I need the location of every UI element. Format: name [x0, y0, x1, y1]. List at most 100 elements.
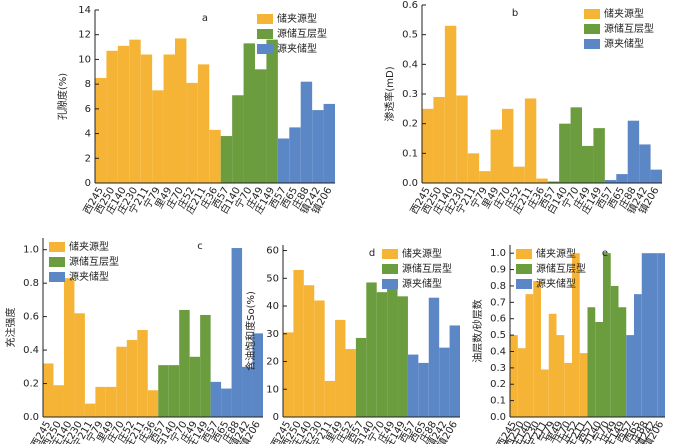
- bar: [152, 90, 164, 183]
- legend-swatch: [516, 264, 532, 274]
- bar: [510, 335, 518, 417]
- bar: [604, 180, 617, 183]
- bar: [303, 285, 315, 417]
- y-tick-label: 0.4: [402, 59, 418, 70]
- legend-swatch: [584, 24, 600, 34]
- bar: [627, 120, 640, 183]
- bar: [657, 253, 665, 417]
- bar: [53, 385, 64, 417]
- bar: [559, 123, 571, 183]
- y-tick-label: 0.4: [23, 345, 39, 356]
- panel-label: d: [369, 248, 375, 259]
- legend-label: 源夹储型: [402, 277, 442, 290]
- bar: [179, 309, 190, 417]
- y-tick-label: 0.0: [490, 412, 506, 423]
- y-axis-label: 孔隙度(%): [56, 73, 69, 120]
- y-axis-label: 渗透率(mD): [383, 66, 396, 121]
- bar: [479, 171, 491, 183]
- bar: [231, 248, 243, 417]
- bar: [300, 81, 313, 183]
- bar: [618, 307, 627, 417]
- y-tick-label: 0.1: [490, 396, 506, 407]
- y-tick-label: 0.3: [490, 363, 506, 374]
- bar: [168, 365, 180, 417]
- bar: [200, 314, 211, 417]
- bar: [513, 166, 525, 183]
- bar: [418, 362, 429, 417]
- bar: [533, 281, 541, 417]
- y-tick-label: 30: [266, 329, 279, 340]
- bar: [277, 138, 290, 183]
- legend-swatch: [584, 9, 600, 19]
- bar: [335, 319, 346, 417]
- y-axis-label: 充注强度: [4, 308, 17, 348]
- legend-swatch: [516, 249, 532, 259]
- bar: [456, 95, 468, 183]
- bar: [570, 107, 582, 183]
- bar: [63, 278, 75, 417]
- y-tick-label: 0.2: [23, 379, 39, 390]
- bar: [209, 129, 221, 183]
- y-tick-label: 0.0: [23, 412, 39, 423]
- bar: [129, 39, 141, 184]
- y-tick-label: 0.3: [402, 89, 418, 100]
- y-tick-label: 2: [85, 153, 91, 164]
- bar: [74, 313, 85, 417]
- bar: [595, 321, 603, 417]
- legend-label: 源储互层型: [69, 255, 119, 268]
- bar: [547, 181, 560, 183]
- bar: [433, 96, 445, 183]
- y-tick-label: 0.1: [402, 148, 418, 159]
- legend-label: 储夹源型: [277, 12, 317, 25]
- y-tick-label: 0.4: [490, 346, 506, 357]
- panel-label: b: [512, 8, 518, 19]
- bar: [197, 64, 210, 183]
- bar: [345, 349, 356, 417]
- legend-swatch: [382, 249, 398, 259]
- legend-label: 储夹源型: [536, 247, 576, 260]
- y-tick-label: 0.9: [490, 265, 506, 276]
- y-tick-label: 40: [266, 301, 279, 312]
- bar: [579, 353, 588, 417]
- bar: [221, 388, 232, 417]
- bar: [255, 69, 267, 183]
- legend-swatch: [49, 257, 65, 267]
- y-tick-label: 0.0: [402, 178, 418, 189]
- bar: [556, 335, 565, 417]
- legend-label: 源夹储型: [536, 277, 576, 290]
- bar: [137, 330, 148, 417]
- legend-swatch: [257, 44, 273, 54]
- y-tick-label: 20: [266, 357, 279, 368]
- y-tick-label: 0.2: [490, 379, 506, 390]
- bar: [449, 325, 460, 417]
- y-axis-label: 油层数/砂层数: [471, 299, 484, 362]
- bar: [641, 253, 650, 417]
- y-tick-label: 0.5: [490, 330, 506, 341]
- bar: [158, 365, 169, 417]
- legend-swatch: [49, 272, 65, 282]
- bar: [387, 286, 398, 417]
- bar: [266, 39, 278, 184]
- y-tick-label: 0.8: [490, 281, 506, 292]
- bar: [639, 144, 651, 183]
- bar: [517, 348, 526, 417]
- legend-label: 源储互层型: [402, 262, 452, 275]
- bar: [312, 110, 324, 183]
- bar: [163, 54, 175, 183]
- bar: [116, 346, 127, 417]
- legend-label: 源夹储型: [604, 37, 644, 50]
- bar: [603, 253, 611, 417]
- legend-label: 源夹储型: [69, 270, 109, 283]
- y-tick-label: 0.2: [402, 119, 418, 130]
- y-tick-label: 1.0: [23, 245, 39, 256]
- y-tick-label: 0.7: [490, 297, 506, 308]
- bar: [289, 127, 301, 183]
- bar: [252, 333, 263, 417]
- bar: [541, 369, 549, 417]
- bar: [593, 128, 605, 183]
- legend-label: 源储互层型: [604, 22, 654, 35]
- legend-swatch: [49, 242, 65, 252]
- bar: [548, 313, 557, 417]
- bar: [210, 381, 222, 417]
